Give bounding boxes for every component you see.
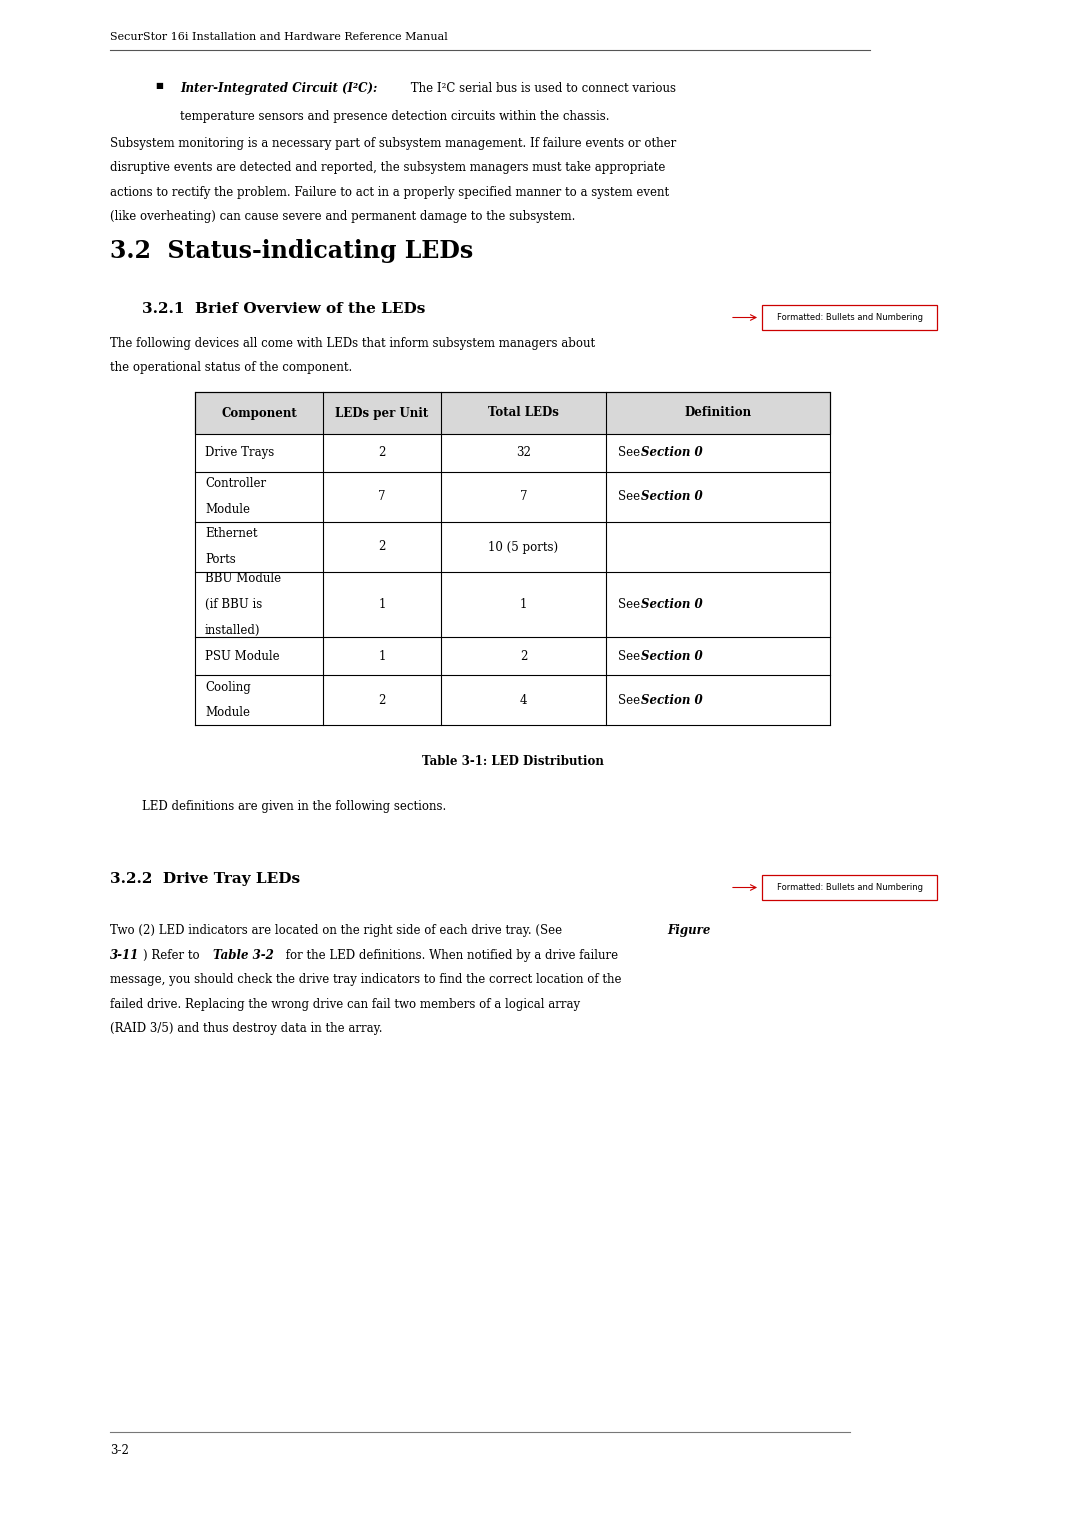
Text: Component: Component [221, 406, 297, 420]
Text: See: See [618, 490, 644, 504]
Text: Two (2) LED indicators are located on the right side of each drive tray. (See: Two (2) LED indicators are located on th… [110, 924, 566, 938]
Text: 32: 32 [516, 446, 531, 460]
Text: PSU Module: PSU Module [205, 649, 280, 663]
Text: See: See [618, 446, 644, 460]
Text: 3.2.2  Drive Tray LEDs: 3.2.2 Drive Tray LEDs [110, 872, 300, 886]
Text: 1: 1 [378, 649, 386, 663]
Bar [762, 305, 937, 330]
Text: (RAID 3/5) and thus destroy data in the array.: (RAID 3/5) and thus destroy data in the … [110, 1022, 382, 1035]
Text: The I²C serial bus is used to connect various: The I²C serial bus is used to connect va… [407, 82, 676, 95]
Text: Total LEDs: Total LEDs [488, 406, 559, 420]
Text: the operational status of the component.: the operational status of the component. [110, 362, 352, 374]
Bar [195, 392, 831, 434]
Text: Module: Module [205, 504, 249, 516]
Text: Section 0: Section 0 [642, 490, 703, 504]
Text: Figure: Figure [667, 924, 711, 938]
Text: (if BBU is: (if BBU is [205, 599, 262, 611]
Text: 10 (5 ports): 10 (5 ports) [488, 541, 558, 553]
Text: 2: 2 [519, 649, 527, 663]
Text: Module: Module [205, 707, 249, 719]
Text: Section 0: Section 0 [642, 693, 703, 707]
Text: message, you should check the drive tray indicators to find the correct location: message, you should check the drive tray… [110, 973, 621, 986]
Text: See: See [618, 693, 644, 707]
Text: 1: 1 [519, 599, 527, 611]
Text: Definition: Definition [685, 406, 752, 420]
Text: actions to rectify the problem. Failure to act in a properly specified manner to: actions to rectify the problem. Failure … [110, 186, 670, 199]
Text: Section 0: Section 0 [642, 446, 703, 460]
Text: 7: 7 [519, 490, 527, 504]
Bar [762, 875, 937, 899]
Text: Ethernet: Ethernet [205, 527, 257, 541]
Text: 1: 1 [378, 599, 386, 611]
Text: Controller: Controller [205, 478, 266, 490]
Text: 3.2.1  Brief Overview of the LEDs: 3.2.1 Brief Overview of the LEDs [141, 302, 426, 316]
Text: Ports: Ports [205, 553, 235, 567]
Text: 2: 2 [378, 541, 386, 553]
Text: Formatted: Bullets and Numbering: Formatted: Bullets and Numbering [777, 313, 922, 322]
Text: ■: ■ [156, 82, 163, 90]
Text: Formatted: Bullets and Numbering: Formatted: Bullets and Numbering [777, 883, 922, 892]
Text: SecurStor 16i Installation and Hardware Reference Manual: SecurStor 16i Installation and Hardware … [110, 32, 448, 43]
Text: Subsystem monitoring is a necessary part of subsystem management. If failure eve: Subsystem monitoring is a necessary part… [110, 137, 676, 150]
Text: Table 3-1: LED Distribution: Table 3-1: LED Distribution [421, 754, 604, 768]
Text: The following devices all come with LEDs that inform subsystem managers about: The following devices all come with LEDs… [110, 337, 595, 350]
Text: See: See [618, 649, 644, 663]
Text: installed): installed) [205, 625, 260, 637]
Text: Table 3-2: Table 3-2 [213, 948, 273, 962]
Text: LEDs per Unit: LEDs per Unit [336, 406, 429, 420]
Text: Section 0: Section 0 [642, 599, 703, 611]
Text: ) Refer to: ) Refer to [143, 948, 203, 962]
Text: 2: 2 [378, 446, 386, 460]
Text: BBU Module: BBU Module [205, 573, 281, 585]
Text: failed drive. Replacing the wrong drive can fail two members of a logical array: failed drive. Replacing the wrong drive … [110, 997, 580, 1011]
Text: See: See [618, 599, 644, 611]
Text: for the LED definitions. When notified by a drive failure: for the LED definitions. When notified b… [282, 948, 618, 962]
Text: (like overheating) can cause severe and permanent damage to the subsystem.: (like overheating) can cause severe and … [110, 211, 576, 223]
Text: disruptive events are detected and reported, the subsystem managers must take ap: disruptive events are detected and repor… [110, 162, 665, 174]
Text: 7: 7 [378, 490, 386, 504]
Text: 4: 4 [519, 693, 527, 707]
Text: 3-2: 3-2 [110, 1445, 129, 1457]
Text: temperature sensors and presence detection circuits within the chassis.: temperature sensors and presence detecti… [180, 110, 609, 124]
Text: LED definitions are given in the following sections.: LED definitions are given in the followi… [141, 800, 446, 812]
Text: Cooling: Cooling [205, 681, 251, 693]
Text: Inter-Integrated Circuit (I²C):: Inter-Integrated Circuit (I²C): [180, 82, 377, 95]
Text: Section 0: Section 0 [642, 649, 703, 663]
Text: 3-11: 3-11 [110, 948, 139, 962]
Text: 3.2  Status-indicating LEDs: 3.2 Status-indicating LEDs [110, 240, 473, 263]
Text: Drive Trays: Drive Trays [205, 446, 274, 460]
Text: 2: 2 [378, 693, 386, 707]
